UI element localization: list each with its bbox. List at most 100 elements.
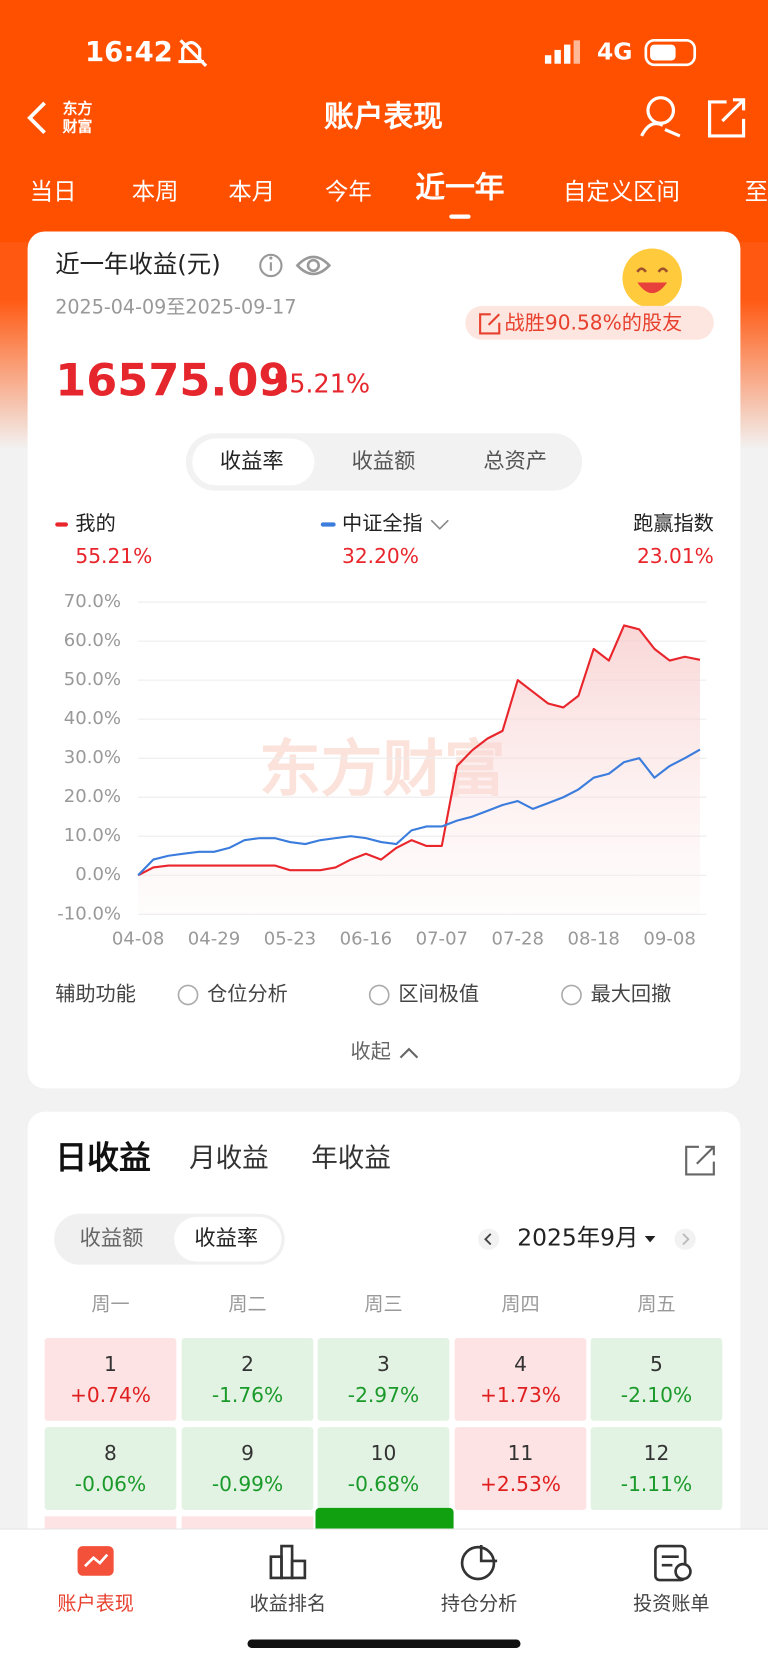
day-cell[interactable] <box>181 1337 314 1421</box>
period-tab[interactable]: 月收益 <box>189 1143 269 1174</box>
y-tick-label: 20.0% <box>64 786 121 807</box>
tools-label: 辅助功能 <box>55 981 136 1005</box>
x-tick-label: 04-29 <box>188 929 240 950</box>
day-cell[interactable] <box>454 1337 587 1421</box>
day-cell[interactable] <box>590 1337 723 1421</box>
toggle-option[interactable]: 收益率 <box>194 1226 258 1251</box>
clock: 16:42 <box>85 35 173 68</box>
day-number: 9 <box>241 1441 254 1465</box>
day-change: -0.68% <box>348 1472 419 1496</box>
nav-icon <box>269 1544 307 1580</box>
y-tick-label: 40.0% <box>64 708 121 729</box>
line <box>137 748 701 877</box>
toggle-option[interactable]: 收益额 <box>352 449 416 474</box>
day-change: -1.76% <box>212 1383 283 1407</box>
day-cell[interactable] <box>181 1427 314 1510</box>
nav-label[interactable]: 投资账单 <box>633 1592 709 1615</box>
battery-level <box>650 44 676 61</box>
tab[interactable]: 今年 <box>325 178 372 206</box>
weekday: 周二 <box>228 1293 266 1316</box>
export-icon[interactable] <box>685 1145 715 1176</box>
eye-icon[interactable] <box>295 255 332 276</box>
tab[interactable]: 近一年 <box>415 171 504 206</box>
logo: 东方 <box>63 99 93 117</box>
info-icon[interactable] <box>259 253 283 278</box>
day-cell[interactable] <box>590 1427 723 1510</box>
nav-label[interactable]: 收益排名 <box>250 1592 326 1615</box>
collapse-icon[interactable] <box>399 1047 419 1059</box>
area <box>138 625 701 915</box>
tab[interactable]: 当日 <box>30 178 77 206</box>
toggle-selected <box>174 1216 282 1262</box>
toggle-option[interactable]: 总资产 <box>483 449 547 474</box>
y-tick-label: 30.0% <box>64 747 121 768</box>
tab-indicator <box>449 214 471 219</box>
day-cell[interactable] <box>317 1337 450 1421</box>
month[interactable]: 2025年9月 <box>517 1224 638 1252</box>
radio[interactable] <box>177 984 199 1006</box>
prev-month[interactable] <box>478 1228 500 1250</box>
tool-option[interactable]: 最大回撤 <box>591 981 672 1005</box>
y-tick-label: 0.0% <box>75 864 121 885</box>
tool-option[interactable]: 仓位分析 <box>207 981 288 1005</box>
summary-title: 近一年收益(元) <box>55 249 221 278</box>
y-tick-label: -10.0% <box>57 903 121 924</box>
radio[interactable] <box>368 984 390 1006</box>
y-tick-label: 60.0% <box>64 630 121 651</box>
x-tick-label: 04-08 <box>112 929 164 950</box>
dropdown-icon[interactable] <box>430 519 449 530</box>
radio[interactable] <box>561 984 582 1006</box>
day-number: 11 <box>508 1441 534 1465</box>
tab[interactable]: 自定义区间 <box>563 178 680 206</box>
tab[interactable]: 本周 <box>132 178 179 206</box>
next-month[interactable] <box>674 1228 696 1250</box>
profit-rate: 55.21% <box>273 369 370 399</box>
toggle-selected <box>192 438 315 486</box>
tab[interactable]: 本月 <box>228 178 275 206</box>
period-tab[interactable]: 日收益 <box>55 1139 151 1177</box>
y-tick-label: 10.0% <box>64 825 121 846</box>
toggle-option[interactable]: 收益率 <box>220 449 284 474</box>
day-change: +1.73% <box>480 1383 561 1407</box>
day-number: 8 <box>104 1441 117 1465</box>
prev-arrow <box>484 1233 492 1246</box>
legend-name: 我的 <box>75 511 115 535</box>
collapse[interactable]: 收起 <box>351 1039 391 1063</box>
mute-icon <box>178 39 208 67</box>
x-tick-label: 05-23 <box>264 929 316 950</box>
next-arrow <box>682 1233 690 1246</box>
x-tick-label: 07-07 <box>416 929 468 950</box>
day-cell[interactable] <box>44 1427 177 1510</box>
legend-value: 55.21% <box>75 544 152 568</box>
weekday: 周五 <box>637 1293 675 1316</box>
nav-label[interactable]: 持仓分析 <box>441 1592 517 1615</box>
nav-icon <box>460 1545 498 1581</box>
share-icon[interactable] <box>707 98 746 138</box>
badge[interactable] <box>465 305 714 340</box>
toggle-option[interactable]: 收益额 <box>80 1226 144 1251</box>
network: 4G <box>597 38 632 66</box>
y-tick-label: 70.0% <box>64 591 121 612</box>
legend-swatch <box>55 522 68 527</box>
day-cell[interactable] <box>454 1427 587 1510</box>
day-number: 1 <box>104 1352 117 1376</box>
day-change: -2.10% <box>621 1383 692 1407</box>
date-range: 2025-04-09至2025-09-17 <box>55 295 296 318</box>
legend-name[interactable]: 中证全指 <box>342 511 423 535</box>
nav-label[interactable]: 账户表现 <box>57 1592 133 1615</box>
y-tick-label: 50.0% <box>64 669 121 690</box>
day-cell[interactable] <box>44 1337 177 1421</box>
tab[interactable]: 至 <box>745 178 768 206</box>
battery <box>644 39 697 67</box>
legend-swatch <box>320 522 336 527</box>
day-cell[interactable] <box>317 1427 450 1510</box>
period-tab[interactable]: 年收益 <box>311 1143 391 1174</box>
nav-icon <box>77 1546 114 1576</box>
tool-option[interactable]: 区间极值 <box>398 981 479 1005</box>
logo: 财富 <box>63 117 93 135</box>
service-icon[interactable] <box>640 96 681 138</box>
badge-text: 战胜90.58%的股友 <box>505 310 683 334</box>
back-button[interactable] <box>27 101 46 135</box>
x-tick-label: 08-18 <box>567 929 619 950</box>
emoji <box>622 248 682 308</box>
